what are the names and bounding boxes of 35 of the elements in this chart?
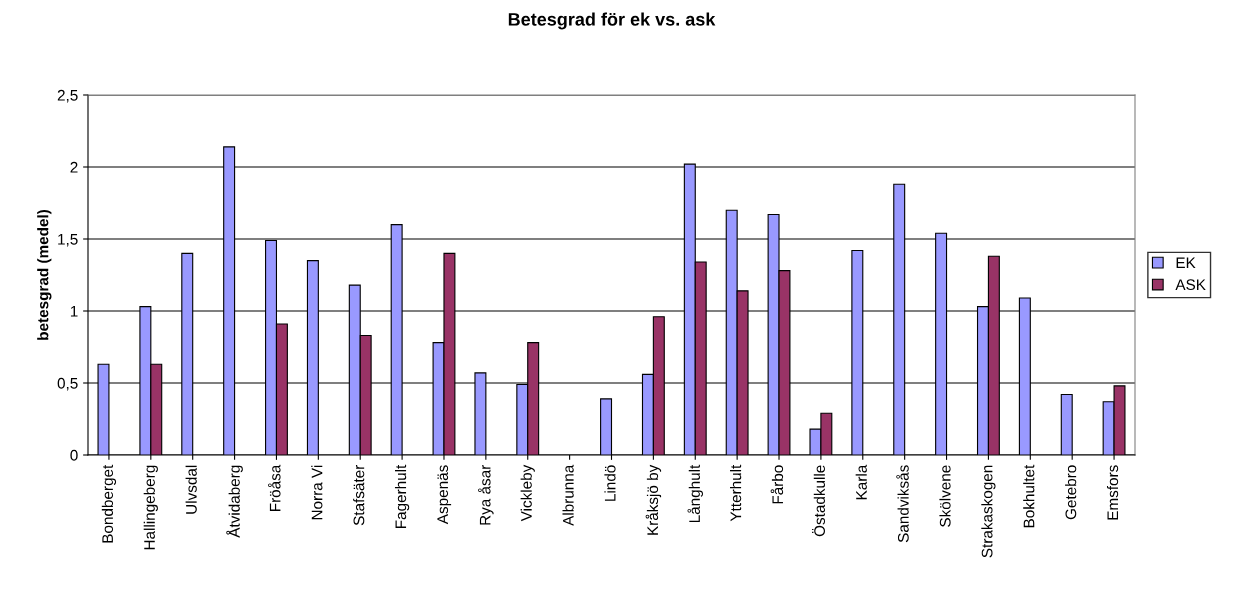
y-tick-label: 1,5 <box>58 234 78 247</box>
x-tick-label: Norra Vi <box>311 465 323 520</box>
y-tick-label: 2,5 <box>57 89 78 103</box>
x-tick-label: Emsfors <box>1106 465 1119 520</box>
x-tick-label: Ytterhult <box>730 464 742 522</box>
y-tick-label: 0,5 <box>57 377 78 391</box>
x-tick-label: Albrunna <box>562 464 574 526</box>
y-axis-title: betesgrad (medel) <box>37 209 52 340</box>
x-tick-label: Kråksjö by <box>645 464 662 535</box>
x-tick-label: Fagerhult <box>394 464 410 529</box>
legend-label: ASK <box>1175 279 1206 291</box>
x-tick-label: Långhult <box>687 464 703 523</box>
x-tick-label: Bondberget <box>101 464 117 543</box>
x-tick-label: Getebro <box>1065 465 1077 520</box>
y-tick-label: 0 <box>70 449 78 461</box>
legend-label: EK <box>1176 257 1196 269</box>
x-tick-label: Skölvene <box>939 465 951 527</box>
x-tick-label: Bokhultet <box>1023 464 1035 528</box>
x-tick-label: Hallingeberg <box>143 465 158 550</box>
x-tick-label: Vickleby <box>520 464 535 522</box>
x-tick-label: Fröåsa <box>268 464 281 512</box>
x-tick-label: Östadkulle <box>812 465 825 537</box>
x-tick-label: Ulvsdal <box>185 465 197 514</box>
x-tick-label: Karla <box>855 464 867 500</box>
x-tick-label: Strakaskogen <box>981 465 996 558</box>
x-tick-label: Aspenäs <box>437 465 452 525</box>
y-tick-label: 2 <box>70 161 78 173</box>
x-tick-label: Åtvidaberg <box>226 465 243 538</box>
x-tick-label: Lindö <box>604 465 616 501</box>
y-tick-label: 1 <box>70 306 78 317</box>
chart-title: Betesgrad för ek vs. ask <box>508 12 716 30</box>
x-tick-label: Rya åsar <box>478 464 494 525</box>
x-tick-label: Stafsäter <box>353 464 365 526</box>
x-tick-label: Sandviksås <box>896 465 909 543</box>
x-tick-label: Fårbo <box>770 465 784 504</box>
